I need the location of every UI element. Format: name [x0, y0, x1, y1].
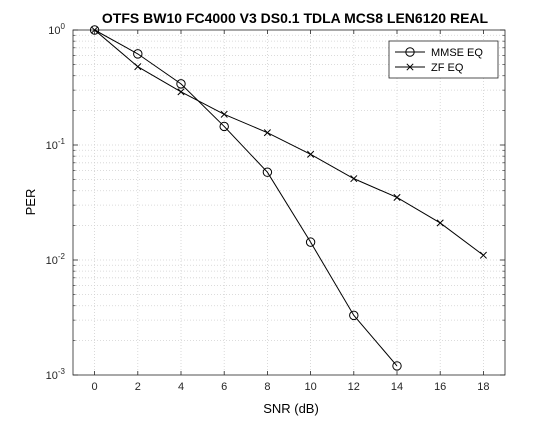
- data-point-mmse-eq: [176, 79, 186, 89]
- grid: [73, 30, 505, 375]
- x-tick-label: 0: [92, 381, 98, 393]
- data-point-zf-eq: [307, 150, 315, 158]
- x-tick-label: 4: [178, 381, 184, 393]
- axes: 0 2 4 6 8 10 12 14 16 18 100 10-1 10-2 10-3: [46, 22, 506, 393]
- marker-x-stroke: [91, 26, 99, 34]
- legend-item-mmse-eq: MMSE EQ: [395, 47, 483, 59]
- y-tick-label: 10-3: [46, 367, 66, 382]
- data-point-mmse-eq: [133, 49, 143, 59]
- chart-title: OTFS BW10 FC4000 V3 DS0.1 TDLA MCS8 LEN6…: [102, 10, 489, 26]
- data-point-zf-eq: [436, 219, 444, 227]
- legend-box: [388, 40, 499, 79]
- y-tick-label: 10-1: [46, 137, 66, 152]
- legend-marker: [405, 47, 415, 57]
- data-point-mmse-eq: [262, 167, 273, 177]
- y-tick-label: 100: [48, 22, 65, 37]
- data-point-mmse-eq: [89, 25, 100, 35]
- data-point-zf-eq: [263, 129, 271, 137]
- x-tick-label: 8: [264, 381, 270, 393]
- x-tick-label: 2: [135, 381, 141, 393]
- x-tick-label: 12: [348, 381, 360, 393]
- legend-label: MMSE EQ: [431, 47, 483, 59]
- marker-x-stroke: [134, 63, 142, 71]
- legend-item-zf-eq: ZF EQ: [395, 62, 464, 74]
- y-axis-label: PER: [23, 189, 38, 216]
- legend: MMSE EQ ZF EQ: [388, 40, 499, 79]
- marker-x-stroke: [436, 219, 444, 227]
- x-tick-label: 18: [477, 381, 489, 393]
- series-layer: [89, 25, 487, 371]
- marker-x-stroke: [406, 63, 414, 71]
- data-point-zf-eq: [479, 251, 487, 259]
- x-tick-label: 16: [434, 381, 446, 393]
- data-point-zf-eq: [134, 63, 142, 71]
- data-point-mmse-eq: [305, 237, 316, 247]
- marker-x-stroke: [307, 150, 315, 158]
- marker-x-stroke: [263, 129, 271, 137]
- marker-x-stroke: [177, 88, 185, 96]
- data-point-zf-eq: [350, 175, 358, 183]
- marker-x-stroke: [393, 193, 401, 201]
- x-tick-label: 6: [221, 381, 227, 393]
- marker-x-stroke: [220, 110, 228, 118]
- marker-x-stroke: [479, 251, 487, 259]
- data-point-mmse-eq: [349, 310, 359, 321]
- x-tick-label: 14: [391, 381, 403, 393]
- legend-label: ZF EQ: [431, 62, 464, 74]
- data-point-zf-eq: [393, 193, 401, 201]
- marker-x-stroke: [350, 175, 358, 183]
- data-point-mmse-eq: [219, 121, 229, 132]
- data-point-zf-eq: [177, 88, 185, 96]
- data-point-mmse-eq: [392, 361, 402, 371]
- legend-marker: [406, 63, 414, 71]
- y-tick-label: 10-2: [46, 252, 66, 267]
- data-point-zf-eq: [220, 110, 228, 118]
- x-axis-label: SNR (dB): [263, 401, 319, 416]
- x-tick-label: 10: [304, 381, 316, 393]
- plot-frame: [72, 29, 506, 376]
- series-line-mmse-eq: [94, 29, 398, 367]
- data-point-zf-eq: [91, 26, 99, 34]
- series-line-zf-eq: [94, 29, 484, 256]
